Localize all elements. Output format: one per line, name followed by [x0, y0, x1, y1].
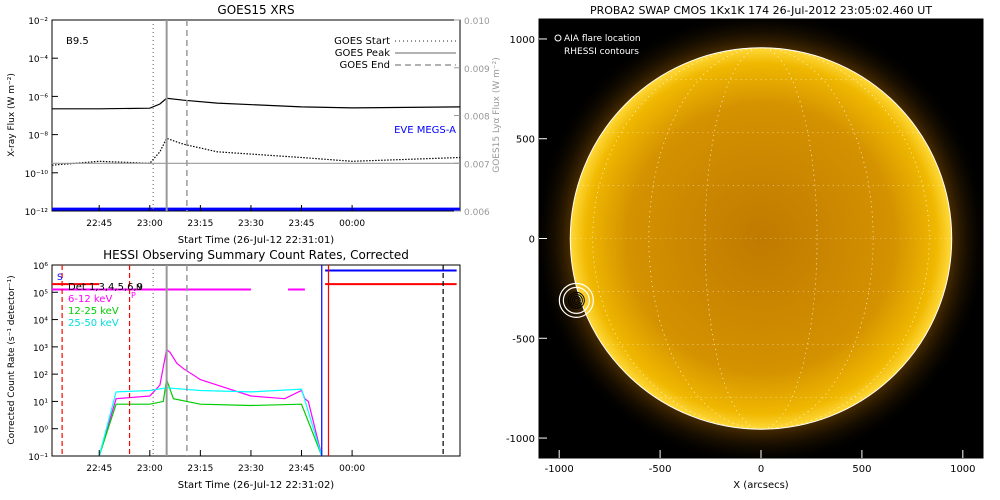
swap-rhessi-contour [573, 297, 579, 303]
swap-y-tick-label: 500 [516, 135, 535, 146]
hessi-y-tick-label: 10³ [33, 344, 48, 354]
hessi-y-tick-label: 10⁰ [33, 426, 48, 436]
hessi-legend: S Det 1,3,4,5,6,9 N P 6-12 keV 12-25 keV… [57, 273, 143, 329]
goes-y2-tick-label: 0.009 [464, 65, 490, 75]
hessi-flag-s: S [57, 273, 63, 283]
swap-legend-aia: AIA flare location [564, 34, 641, 44]
hessi-x-tick-label: 23:45 [289, 464, 315, 474]
swap-rhessi-contour [569, 293, 583, 307]
hessi-plot-frame [51, 264, 461, 457]
swap-axis-ticks: -1000 -500 0 500 1000 1000 500 0 -500 -1000 [506, 35, 976, 475]
swap-limb [569, 47, 953, 430]
goes-event-lines [152, 20, 188, 211]
swap-x-tick-label: 0 [758, 464, 764, 475]
hessi-y-tick-label: 10⁶ [33, 262, 48, 272]
hessi-y-axis-label: Corrected Count Rate (s⁻¹ detector⁻¹) [7, 275, 17, 444]
swap-y-tick-label: -500 [512, 334, 535, 345]
swap-y-tick-label: 1000 [510, 35, 535, 46]
goes-panel: GOES15 XRS 10⁻² 10⁻⁴ 10⁻⁶ 10⁻⁸ 10⁻¹⁰ 10⁻¹² 0.… [7, 3, 502, 246]
hessi-x-axis-label: Start Time (26-Jul-12 22:31:02) [178, 480, 335, 491]
goes-x-tick-label: 23:30 [238, 219, 264, 229]
hessi-series-line-2 [98, 387, 323, 456]
goes-eve-label: EVE MEGS-A [394, 125, 456, 136]
swap-x-tick-label: -1000 [545, 464, 574, 475]
swap-x-axis-label: X (arcsecs) [733, 480, 789, 491]
hessi-y-tick-label: 10² [33, 371, 48, 381]
hessi-legend-12-25: 12-25 keV [68, 306, 119, 317]
hessi-x-tick-label: 23:15 [187, 464, 213, 474]
goes-legend-peak: GOES Peak [335, 48, 390, 59]
swap-x-tick-label: -500 [649, 464, 672, 475]
hessi-x-tick-label: 23:00 [137, 464, 163, 474]
goes-x-tick-label: 23:45 [289, 219, 315, 229]
swap-legend-rhessi: RHESSI contours [564, 47, 639, 57]
hessi-series-line-1 [98, 379, 323, 456]
goes-legend-start: GOES Start [334, 36, 390, 47]
hessi-flag-p: P [131, 291, 136, 300]
goes-y2-tick-label: 0.008 [464, 113, 490, 123]
hessi-x-tick-label: 22:45 [86, 464, 112, 474]
goes-x-tick-label: 23:00 [137, 219, 163, 229]
swap-longitude-line [592, 47, 930, 430]
swap-y-tick-label: 0 [529, 235, 535, 246]
goes-plot-frame [51, 19, 461, 212]
goes-y-axis-label: X-ray Flux (W m⁻²) [7, 73, 17, 157]
hessi-title: HESSI Observing Summary Count Rates, Cor… [103, 248, 409, 262]
goes-y-ticks: 10⁻² 10⁻⁴ 10⁻⁶ 10⁻⁸ 10⁻¹⁰ 10⁻¹² [25, 17, 58, 218]
swap-legend: AIA flare location RHESSI contours [554, 34, 641, 57]
goes-class-label: B9.5 [66, 36, 89, 47]
goes-x-axis-label: Start Time (26-Jul-12 22:31:01) [178, 235, 335, 246]
swap-rhessi-contour [567, 291, 585, 309]
goes-y2-tick-label: 0.007 [464, 160, 490, 170]
swap-x-tick-label: 500 [852, 464, 871, 475]
swap-title: PROBA2 SWAP CMOS 1Kx1K 174 26-Jul-2012 2… [590, 4, 932, 17]
hessi-legend-det: Det 1,3,4,5,6,9 [68, 282, 143, 293]
goes-y-tick-label: 10⁻⁸ [28, 132, 48, 142]
goes-x-ticks: 22:45 23:00 23:15 23:30 23:45 00:00 [86, 205, 365, 229]
hessi-y-tick-label: 10⁴ [33, 317, 48, 327]
goes-y2-tick-label: 0.006 [464, 208, 490, 218]
hessi-legend-6-12: 6-12 keV [68, 294, 112, 305]
goes-y-tick-label: 10⁻¹² [25, 208, 49, 218]
hessi-x-tick-label: 23:30 [238, 464, 264, 474]
goes-y2-ticks: 0.010 0.009 0.008 0.007 0.006 [454, 17, 490, 218]
hessi-series [52, 269, 457, 456]
goes-series-line-0 [52, 97, 460, 110]
hessi-y-tick-label: 10¹ [33, 398, 48, 408]
goes-y2-tick-label: 0.010 [464, 17, 490, 27]
swap-aia-flare-circle [558, 282, 594, 318]
goes-x-tick-label: 00:00 [339, 219, 365, 229]
swap-y-tick-label: -1000 [506, 434, 535, 445]
goes-y-tick-label: 10⁻² [28, 17, 48, 27]
hessi-flag-n: N [136, 283, 142, 292]
swap-sun-image [539, 19, 983, 458]
hessi-panel: HESSI Observing Summary Count Rates, Cor… [7, 248, 461, 491]
goes-x-tick-label: 23:15 [187, 219, 213, 229]
swap-legend-aia-marker [554, 34, 562, 42]
goes-legend: GOES Start GOES Peak GOES End [334, 36, 456, 71]
goes-y-tick-label: 10⁻⁴ [28, 55, 48, 65]
goes-y2-axis-label: GOES15 Lyα Flux (W m⁻²) [492, 57, 502, 173]
hessi-legend-25-50: 25-50 keV [68, 318, 119, 329]
hessi-x-tick-label: 00:00 [339, 464, 365, 474]
goes-legend-end: GOES End [340, 60, 390, 71]
goes-y-tick-label: 10⁻¹⁰ [25, 170, 49, 180]
hessi-x-ticks: 22:45 23:00 23:15 23:30 23:45 00:00 [86, 450, 365, 474]
swap-rhessi-contour [571, 295, 581, 305]
goes-series [52, 97, 460, 211]
goes-title: GOES15 XRS [217, 3, 294, 17]
swap-legend-rhessi-marker [554, 47, 562, 55]
goes-series-line-1 [52, 137, 460, 166]
hessi-y-tick-label: 10⁻¹ [28, 453, 48, 463]
swap-x-tick-label: 1000 [950, 464, 975, 475]
hessi-event-lines [61, 265, 444, 456]
goes-x-tick-label: 22:45 [86, 219, 112, 229]
goes-y-tick-label: 10⁻⁶ [28, 93, 48, 103]
swap-panel: PROBA2 SWAP CMOS 1Kx1K 174 26-Jul-2012 2… [506, 4, 984, 491]
hessi-y-ticks: 10⁶ 10⁵ 10⁴ 10³ 10² 10¹ 10⁰ 10⁻¹ [28, 262, 58, 463]
hessi-y-tick-label: 10⁵ [33, 289, 48, 299]
swap-aia-flare-circle-inner [562, 286, 590, 314]
